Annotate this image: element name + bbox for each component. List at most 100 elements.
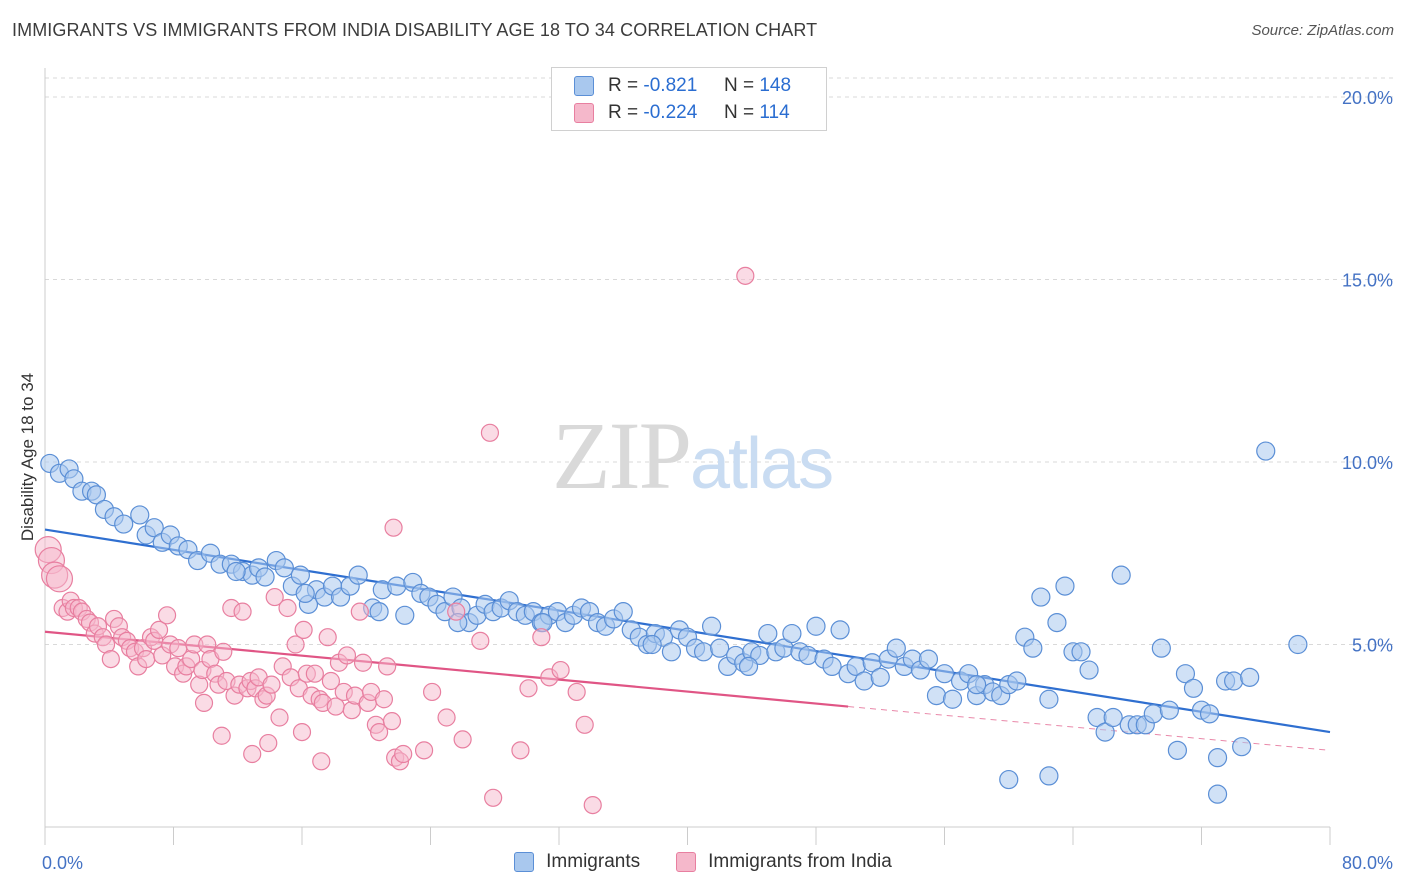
- point-immigrants: [1167, 740, 1188, 760]
- point-immigrants: [613, 602, 633, 622]
- r-value: -0.821: [643, 75, 698, 96]
- point-immigrants: [1175, 664, 1196, 684]
- correlation-legend: R = -0.821 N = 148 R = -0.224 N = 114: [551, 67, 827, 131]
- point-immigrants: [701, 616, 722, 636]
- legend-row-india: R = -0.224 N = 114: [574, 100, 790, 126]
- point-immigrants: [114, 514, 134, 534]
- grid-lines: [45, 77, 1393, 645]
- point-india: [532, 628, 551, 647]
- blue-swatch-icon: [574, 76, 594, 96]
- point-immigrants: [999, 769, 1019, 790]
- r-label: R =: [608, 102, 639, 123]
- point-india: [149, 620, 169, 640]
- point-immigrants: [854, 671, 874, 691]
- point-immigrants: [348, 565, 368, 585]
- point-immigrants: [1047, 612, 1067, 633]
- legend-row-immigrants: R = -0.821 N = 148: [574, 73, 791, 99]
- x-tick-label-max: 80.0%: [1342, 853, 1393, 873]
- point-india: [214, 642, 233, 661]
- point-india: [350, 602, 369, 621]
- point-india: [378, 657, 397, 676]
- point-india: [278, 598, 297, 618]
- point-india: [312, 752, 331, 771]
- y-tick-label: 15.0%: [1342, 271, 1393, 291]
- point-immigrants: [1071, 642, 1091, 662]
- point-immigrants: [967, 675, 987, 695]
- watermark-zip: ZIP: [552, 402, 692, 509]
- point-india: [567, 682, 586, 702]
- point-india: [575, 715, 594, 734]
- point-immigrants: [942, 689, 963, 709]
- r-label: R =: [608, 75, 639, 96]
- n-label: N =: [723, 75, 755, 96]
- point-india: [583, 795, 602, 815]
- point-immigrants: [798, 645, 818, 666]
- point-immigrants: [1159, 700, 1179, 720]
- point-india: [157, 606, 177, 625]
- point-india: [259, 733, 278, 753]
- point-india: [318, 628, 337, 647]
- point-immigrants: [661, 642, 682, 662]
- point-immigrants: [886, 638, 906, 658]
- point-india: [286, 635, 305, 654]
- point-immigrants: [1183, 678, 1204, 698]
- point-immigrants: [1143, 704, 1163, 724]
- point-immigrants: [926, 685, 947, 706]
- point-india: [101, 649, 120, 669]
- point-immigrants: [830, 620, 850, 640]
- blue-swatch-icon: [514, 852, 535, 872]
- y-tick-label: 10.0%: [1342, 453, 1393, 473]
- point-immigrants: [822, 656, 842, 677]
- point-india: [370, 722, 389, 742]
- watermark-atlas: atlas: [690, 424, 834, 504]
- watermark: ZIPatlas: [552, 400, 834, 511]
- point-immigrants: [1039, 689, 1059, 709]
- point-immigrants: [1288, 634, 1308, 655]
- n-value: 148: [759, 75, 792, 96]
- point-immigrants: [1055, 576, 1075, 596]
- n-value: 114: [759, 102, 790, 123]
- point-india: [437, 708, 456, 727]
- point-immigrants: [710, 638, 730, 658]
- point-india: [243, 744, 262, 764]
- point-immigrants: [387, 576, 407, 596]
- point-india: [137, 649, 156, 669]
- point-immigrants: [738, 656, 759, 677]
- x-tick-label-min: 0.0%: [42, 853, 83, 873]
- point-immigrants: [1007, 671, 1027, 691]
- point-immigrants: [1224, 671, 1244, 691]
- legend-item-india[interactable]: Immigrants from India: [676, 851, 892, 873]
- point-india: [519, 679, 538, 698]
- point-india: [45, 565, 74, 593]
- point-india: [305, 664, 324, 683]
- point-immigrants: [1199, 704, 1220, 724]
- point-immigrants: [1079, 660, 1099, 680]
- point-immigrants: [1207, 784, 1228, 804]
- point-immigrants: [1207, 748, 1228, 768]
- point-immigrants: [255, 567, 275, 587]
- point-india: [194, 693, 214, 713]
- point-india: [270, 708, 289, 727]
- point-india: [212, 726, 231, 745]
- series-legend: Immigrants Immigrants from India: [0, 851, 1406, 873]
- point-immigrants: [144, 518, 164, 538]
- point-immigrants: [1031, 587, 1051, 607]
- point-india: [447, 602, 466, 621]
- point-india: [321, 671, 341, 691]
- point-immigrants: [1151, 638, 1171, 658]
- point-immigrants: [295, 583, 315, 604]
- point-immigrants: [1023, 638, 1043, 658]
- y-tick-label: 20.0%: [1342, 88, 1393, 108]
- pink-swatch-icon: [676, 852, 697, 872]
- legend-item-immigrants[interactable]: Immigrants: [514, 851, 640, 873]
- point-immigrants: [369, 602, 389, 622]
- point-immigrants: [870, 667, 890, 687]
- y-axis-title: Disability Age 18 to 34: [18, 373, 37, 541]
- point-india: [233, 602, 252, 621]
- point-india: [736, 266, 755, 285]
- point-immigrants: [642, 634, 662, 655]
- point-india: [480, 423, 500, 442]
- point-india: [384, 518, 403, 537]
- point-india: [551, 660, 570, 680]
- axes: [44, 68, 1331, 845]
